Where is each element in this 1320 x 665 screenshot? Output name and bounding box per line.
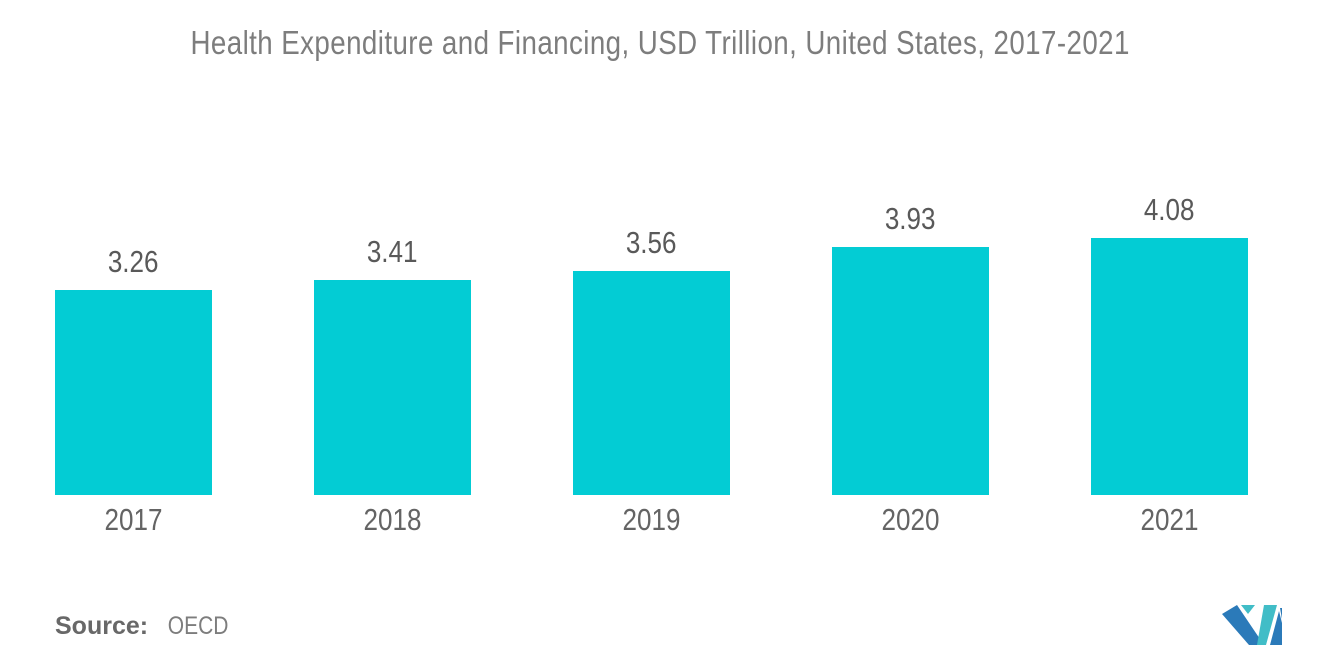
bar-column-2020: 3.93 2020 bbox=[832, 202, 989, 537]
source-row: Source: OECD bbox=[55, 612, 234, 641]
x-axis-label-text: 2017 bbox=[104, 502, 163, 537]
bar-value-text: 4.08 bbox=[1144, 192, 1195, 227]
bar-value-text: 3.41 bbox=[367, 234, 418, 269]
bar-column-2017: 3.26 2017 bbox=[55, 245, 212, 537]
x-axis-label-2018: 2018 bbox=[358, 503, 427, 537]
bar-2020 bbox=[832, 247, 989, 495]
x-axis-label-text: 2018 bbox=[363, 502, 422, 537]
source-value: OECD bbox=[167, 612, 229, 640]
x-axis-label-2019: 2019 bbox=[617, 503, 686, 537]
x-axis-label-text: 2021 bbox=[1140, 502, 1199, 537]
bar-value-label: 4.08 bbox=[1139, 193, 1199, 227]
bar-2018 bbox=[314, 280, 471, 495]
source-label: Source: bbox=[55, 612, 149, 640]
x-axis-label-text: 2019 bbox=[622, 502, 681, 537]
x-axis-label-2017: 2017 bbox=[99, 503, 168, 537]
bar-value-label: 3.26 bbox=[103, 245, 163, 279]
bar-2019 bbox=[573, 271, 730, 495]
bar-value-label: 3.56 bbox=[621, 226, 681, 260]
bar-column-2019: 3.56 2019 bbox=[573, 226, 730, 537]
bar-column-2021: 4.08 2021 bbox=[1091, 193, 1248, 537]
bar-value-text: 3.56 bbox=[626, 225, 677, 260]
chart-title-text: Health Expenditure and Financing, USD Tr… bbox=[190, 24, 1130, 61]
x-axis-label-2020: 2020 bbox=[876, 503, 945, 537]
bar-value-label: 3.41 bbox=[362, 235, 422, 269]
bar-plot-area: 3.26 2017 3.41 2018 3.56 2019 3.93 2020 4.08 2021 bbox=[55, 193, 1248, 537]
bar-value-label: 3.93 bbox=[880, 202, 940, 236]
x-axis-label-2021: 2021 bbox=[1135, 503, 1204, 537]
mordor-intelligence-logo bbox=[1222, 605, 1282, 645]
bar-2021 bbox=[1091, 238, 1248, 495]
x-axis-label-text: 2020 bbox=[881, 502, 940, 537]
chart-title: Health Expenditure and Financing, USD Tr… bbox=[0, 24, 1320, 62]
bar-value-text: 3.26 bbox=[108, 244, 159, 279]
bar-value-text: 3.93 bbox=[885, 201, 936, 236]
bar-column-2018: 3.41 2018 bbox=[314, 235, 471, 537]
bar-2017 bbox=[55, 290, 212, 495]
